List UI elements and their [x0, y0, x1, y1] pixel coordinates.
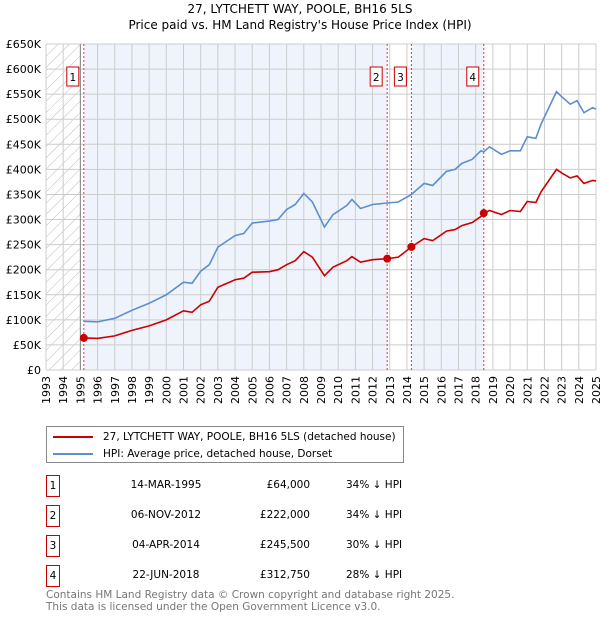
- sale-point: [79, 333, 88, 342]
- sale-label-box: [66, 66, 80, 87]
- sale-date: 22-JUN-2018: [132, 569, 200, 581]
- x-tick-label: 2017: [453, 376, 466, 404]
- x-tick-label: 2006: [263, 376, 276, 404]
- y-tick-label: £450K: [6, 138, 42, 151]
- y-tick-label: £550K: [6, 88, 42, 101]
- sale-label-box: [466, 66, 480, 87]
- legend-item-hpi: HPI: Average price, detached house, Dors…: [53, 448, 332, 460]
- y-tick-label: £500K: [6, 113, 42, 126]
- legend-label: 27, LYTCHETT WAY, POOLE, BH16 5LS (detac…: [103, 431, 396, 443]
- sale-label: 4: [469, 72, 476, 84]
- footer-line-2: This data is licensed under the Open Gov…: [46, 601, 381, 613]
- sale-date: 06-NOV-2012: [130, 509, 202, 521]
- y-tick-label: £600K: [6, 63, 42, 76]
- x-tick-label: 1995: [74, 376, 87, 404]
- x-tick-label: 1996: [92, 376, 105, 404]
- x-tick-label: 2013: [384, 376, 397, 404]
- x-tick-label: 2002: [195, 376, 208, 404]
- x-tick-label: 2012: [367, 376, 380, 404]
- sale-hpi-diff: 30% ↓ HPI: [346, 539, 403, 551]
- y-tick-label: £150K: [6, 289, 42, 302]
- sale-number: 4: [46, 565, 60, 587]
- series-line: [83, 168, 597, 340]
- y-tick-label: £350K: [6, 188, 42, 201]
- sale-price: £312,750: [259, 569, 310, 581]
- chart-subtitle: Price paid vs. HM Land Registry's House …: [128, 18, 472, 32]
- y-tick-label: £400K: [6, 163, 42, 176]
- chart-title: 27, LYTCHETT WAY, POOLE, BH16 5LS: [187, 2, 413, 16]
- x-tick-label: 2005: [246, 376, 259, 404]
- y-tick-label: £0: [27, 364, 41, 377]
- x-tick-label: 2007: [281, 376, 294, 404]
- legend-item-property: 27, LYTCHETT WAY, POOLE, BH16 5LS (detac…: [53, 431, 396, 443]
- x-tick-label: 2025: [590, 376, 600, 404]
- sale-hpi-diff: 34% ↓ HPI: [346, 479, 403, 491]
- x-tick-label: 2001: [178, 376, 191, 404]
- sale-label: 1: [69, 72, 76, 84]
- x-tick-label: 2021: [521, 376, 534, 404]
- y-tick-label: £100K: [6, 314, 42, 327]
- legend-label: HPI: Average price, detached house, Dors…: [103, 448, 333, 460]
- sale-date: 14-MAR-1995: [130, 479, 202, 491]
- x-tick-label: 2008: [298, 376, 311, 404]
- sale-hpi-diff: 34% ↓ HPI: [346, 509, 403, 521]
- x-tick-label: 2016: [435, 376, 448, 404]
- series-line: [83, 90, 597, 323]
- x-tick-label: 2023: [556, 376, 569, 404]
- footer-line-1: Contains HM Land Registry data © Crown c…: [46, 589, 455, 601]
- x-tick-label: 2020: [504, 376, 517, 404]
- x-tick-label: 2019: [487, 376, 500, 404]
- x-tick-label: 2009: [315, 376, 328, 404]
- x-tick-label: 2018: [470, 376, 483, 404]
- sale-label: 3: [397, 72, 404, 84]
- y-tick-label: £300K: [6, 214, 42, 227]
- sale-number: 2: [46, 505, 60, 527]
- sale-hpi-diff: 28% ↓ HPI: [346, 569, 403, 581]
- sale-label: 2: [373, 72, 380, 84]
- y-tick-label: £250K: [6, 239, 42, 252]
- sale-price: £64,000: [266, 479, 310, 491]
- x-tick-label: 2015: [418, 376, 431, 404]
- sale-label-box: [393, 66, 407, 87]
- sale-point: [479, 209, 488, 218]
- x-tick-label: 2000: [160, 376, 173, 404]
- x-tick-label: 1999: [143, 376, 156, 404]
- plot-area: 1993 1994 1995 1996 1997 1998 1999 2000 2001 2002…: [6, 38, 600, 404]
- x-tick-label: 1998: [126, 376, 139, 404]
- y-tick-label: £650K: [6, 38, 42, 51]
- y-tick-label: £200K: [6, 264, 42, 277]
- x-tick-label: 2004: [229, 376, 242, 404]
- x-tick-label: 2024: [573, 376, 586, 404]
- sale-point: [407, 242, 416, 251]
- x-tick-label: 2003: [212, 376, 225, 404]
- x-tick-label: 2011: [349, 376, 362, 404]
- x-tick-label: 1997: [109, 376, 122, 404]
- x-tick-label: 2010: [332, 376, 345, 404]
- sale-price: £245,500: [259, 539, 310, 551]
- x-tick-label: 1994: [57, 376, 70, 404]
- x-tick-label: 2022: [538, 376, 551, 404]
- sale-number: 1: [46, 475, 60, 497]
- sale-date: 04-APR-2014: [132, 539, 200, 551]
- x-tick-label: 1993: [40, 376, 53, 404]
- sale-price: £222,000: [259, 509, 310, 521]
- legend: 27, LYTCHETT WAY, POOLE, BH16 5LS (detac…: [46, 426, 404, 463]
- ownership-shade: [411, 44, 484, 370]
- x-tick-label: 2014: [401, 376, 414, 404]
- y-tick-label: £50K: [13, 339, 42, 352]
- sale-label-box: [369, 66, 383, 87]
- sale-point: [383, 254, 392, 263]
- sale-number: 3: [46, 535, 60, 557]
